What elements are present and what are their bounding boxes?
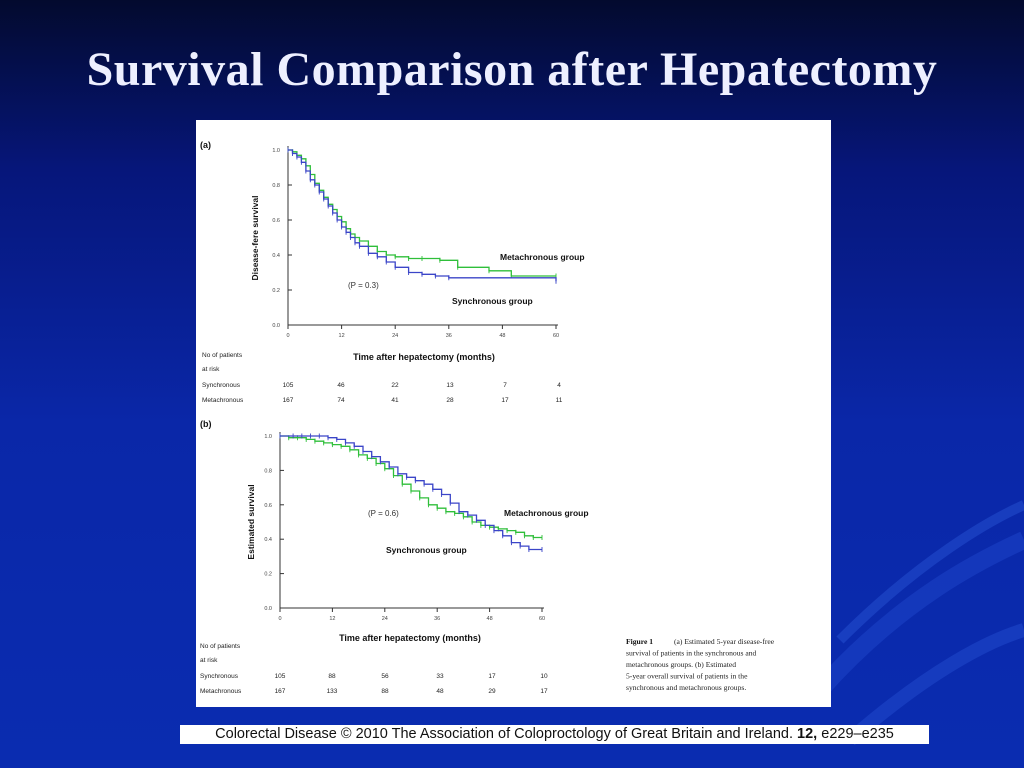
y-tick-label: 0.2 [272,288,280,294]
risk-cell: 33 [436,673,444,680]
x-tick-label: 48 [487,616,493,622]
caption-line: 5-year overall survival of patients in t… [626,672,748,681]
y-tick-label: 1.0 [264,434,272,440]
y-tick-label: 0.0 [264,606,272,612]
x-tick-label: 60 [539,616,545,622]
y-tick-label: 0.8 [272,183,280,189]
citation-bar: Colorectal Disease © 2010 The Associatio… [180,725,929,744]
x-tick-label: 24 [392,333,398,339]
x-tick-label: 12 [339,333,345,339]
citation-text: Colorectal Disease © 2010 The Associatio… [215,726,794,742]
y-tick-label: 0.2 [264,572,272,578]
y-tick-label: 0.0 [272,323,280,329]
series-line-synchronous-group [280,435,542,551]
risk-cell: 41 [391,397,399,404]
panel-label: (b) [200,419,212,429]
x-tick-label: 60 [553,333,559,339]
risk-cell: 17 [540,688,548,695]
x-tick-label: 0 [286,333,289,339]
y-axis-label: Disease-fere survival [250,195,260,280]
x-tick-label: 36 [434,616,440,622]
risk-table-header: No of patients [202,352,243,359]
caption-line: metachronous groups. (b) Estimated [626,660,736,669]
risk-cell: 10 [540,673,548,680]
risk-cell: 105 [275,673,286,680]
series-label: Synchronous group [386,545,467,555]
figure-panel: (a) 0.0 0.2 0.4 0.6 0.8 1.0 0 12 24 36 48 60 Time aft… [196,120,831,707]
risk-cell: 4 [557,382,561,389]
citation-volume: 12, [797,726,818,742]
risk-cell: 13 [446,382,454,389]
risk-cell: 88 [328,673,336,680]
y-tick-label: 1.0 [272,148,280,154]
y-tick-label: 0.8 [264,468,272,474]
y-tick-label: 0.4 [264,537,272,543]
risk-row-label: Metachronous [200,688,242,695]
risk-cell: 17 [488,673,496,680]
series-label: Metachronous group [500,252,585,262]
x-tick-label: 24 [382,616,388,622]
risk-cell: 28 [446,397,454,404]
x-tick-label: 0 [278,616,281,622]
caption-line: (a) Estimated 5-year disease-free [674,637,775,646]
series-line-metachronous-group [280,435,542,539]
risk-cell: 7 [503,382,507,389]
risk-cell: 74 [337,397,345,404]
x-axis-label: Time after hepatectomy (months) [353,352,495,362]
caption-line: synchronous and metachronous groups. [626,683,746,692]
x-tick-label: 48 [499,333,505,339]
y-tick-label: 0.4 [272,253,280,259]
caption-label: Figure 1 [626,637,653,646]
risk-table-header: No of patients [200,643,241,650]
risk-table-header: at risk [202,366,220,373]
survival-chart: (a) 0.0 0.2 0.4 0.6 0.8 1.0 0 12 24 36 48 60 Time aft… [200,140,775,695]
x-tick-label: 12 [329,616,335,622]
p-value-annotation: (P = 0.3) [348,281,379,290]
slide-title: Survival Comparison after Hepatectomy [86,43,938,96]
risk-row-label: Metachronous [202,397,244,404]
x-tick-label: 36 [446,333,452,339]
y-tick-label: 0.6 [264,503,272,509]
risk-row-label: Synchronous [200,673,239,680]
risk-cell: 105 [283,382,294,389]
risk-row-label: Synchronous [202,382,241,389]
risk-cell: 17 [501,397,509,404]
risk-cell: 167 [283,397,294,404]
x-axis-label: Time after hepatectomy (months) [339,633,481,643]
series-label: Synchronous group [452,296,533,306]
y-axis-label: Estimated survival [246,484,256,559]
caption-line: survival of patients in the synchronous … [626,649,757,658]
citation-pages: e229–e235 [821,726,894,742]
risk-cell: 29 [488,688,496,695]
y-tick-label: 0.6 [272,218,280,224]
risk-cell: 48 [436,688,444,695]
risk-cell: 56 [381,673,389,680]
risk-table-header: at risk [200,657,218,664]
risk-cell: 22 [391,382,399,389]
risk-cell: 133 [327,688,338,695]
series-label: Metachronous group [504,508,589,518]
panel-label: (a) [200,140,211,150]
risk-cell: 88 [381,688,389,695]
risk-cell: 46 [337,382,345,389]
p-value-annotation: (P = 0.6) [368,509,399,518]
risk-cell: 11 [556,397,563,404]
risk-cell: 167 [275,688,286,695]
